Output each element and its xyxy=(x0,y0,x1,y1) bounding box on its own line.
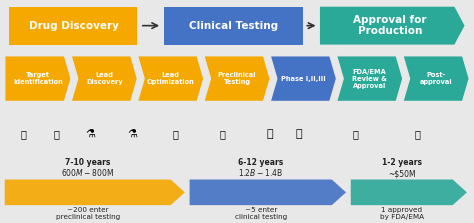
Polygon shape xyxy=(403,56,469,101)
Text: ~5 enter
clinical testing: ~5 enter clinical testing xyxy=(235,207,287,220)
Text: ~$50M: ~$50M xyxy=(388,169,416,178)
Polygon shape xyxy=(351,180,467,205)
Text: ⚗: ⚗ xyxy=(128,129,138,139)
Polygon shape xyxy=(5,180,185,205)
Text: Lead
Optimization: Lead Optimization xyxy=(147,72,194,85)
Text: 🐀: 🐀 xyxy=(173,129,178,139)
Polygon shape xyxy=(320,7,465,45)
Text: 🧫: 🧫 xyxy=(54,129,60,139)
Text: Post-
approval: Post- approval xyxy=(420,72,452,85)
FancyBboxPatch shape xyxy=(9,7,137,45)
Text: Target
Identification: Target Identification xyxy=(13,72,63,85)
Text: 6-12 years: 6-12 years xyxy=(238,158,283,167)
Text: $1.2B-$1.4B: $1.2B-$1.4B xyxy=(238,167,283,178)
Text: 🔍: 🔍 xyxy=(353,129,358,139)
Text: Preclinical
Testing: Preclinical Testing xyxy=(218,72,256,85)
Text: 1 approved
by FDA/EMA: 1 approved by FDA/EMA xyxy=(380,207,424,220)
Text: 🐕: 🐕 xyxy=(220,129,226,139)
Text: Approval for
Production: Approval for Production xyxy=(353,15,427,36)
Polygon shape xyxy=(190,180,346,205)
Text: Clinical Testing: Clinical Testing xyxy=(189,21,278,31)
Polygon shape xyxy=(270,56,337,101)
Polygon shape xyxy=(5,56,71,101)
Text: 🚶: 🚶 xyxy=(295,129,302,139)
Text: FDA/EMA
Review &
Approval: FDA/EMA Review & Approval xyxy=(352,69,387,89)
Text: 🧬: 🧬 xyxy=(21,129,27,139)
Text: Drug Discovery: Drug Discovery xyxy=(28,21,118,31)
Text: Lead
Discovery: Lead Discovery xyxy=(86,72,123,85)
Polygon shape xyxy=(204,56,270,101)
Polygon shape xyxy=(137,56,204,101)
Polygon shape xyxy=(71,56,137,101)
Polygon shape xyxy=(337,56,403,101)
Text: 7-10 years: 7-10 years xyxy=(65,158,110,167)
Text: ~200 enter
preclinical testing: ~200 enter preclinical testing xyxy=(55,207,120,220)
Text: ⚗: ⚗ xyxy=(85,129,95,139)
Text: 1-2 years: 1-2 years xyxy=(382,158,422,167)
Text: 🚶: 🚶 xyxy=(267,129,273,139)
Text: 💊: 💊 xyxy=(414,129,420,139)
FancyBboxPatch shape xyxy=(164,7,303,45)
Text: Phase I,II,III: Phase I,II,III xyxy=(281,76,326,82)
Text: $600M-$800M: $600M-$800M xyxy=(61,167,114,178)
